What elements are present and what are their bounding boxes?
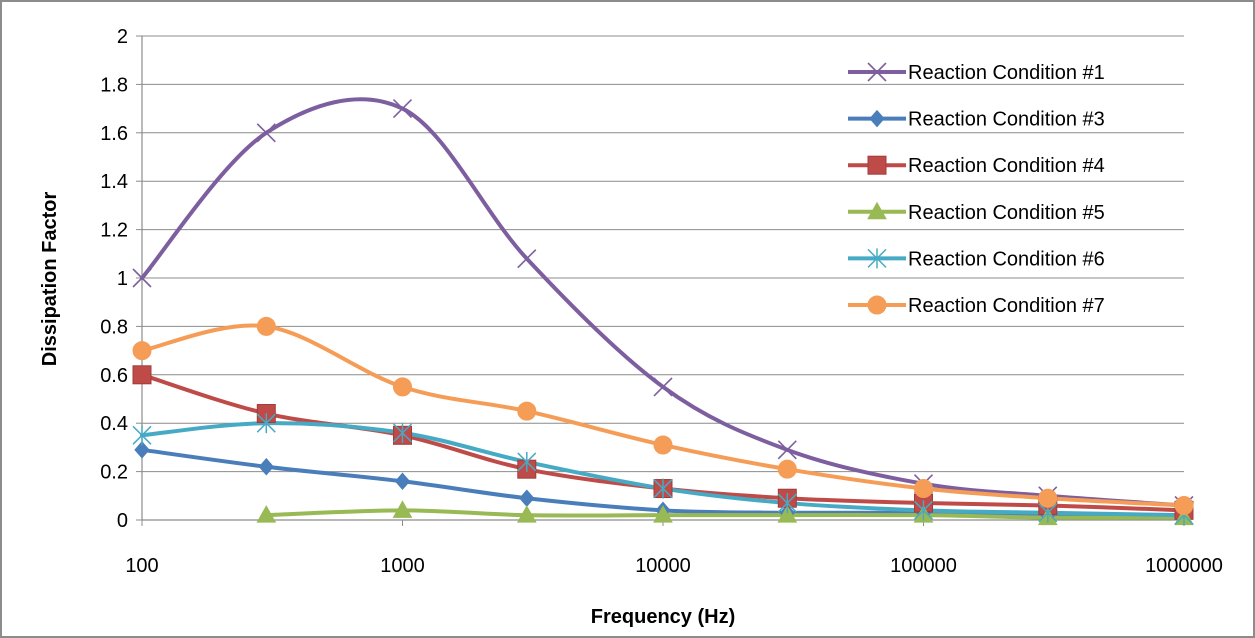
data-point — [653, 478, 673, 499]
data-point — [517, 451, 537, 472]
y-tick-label: 0.2 — [100, 462, 128, 484]
data-point — [517, 249, 537, 269]
legend-marker — [867, 295, 887, 315]
series-markers-5 — [132, 413, 1194, 526]
legend-item: Reaction Condition #3 — [848, 109, 1105, 131]
legend-marker — [867, 62, 887, 82]
data-point — [653, 377, 673, 397]
legend-marker — [869, 109, 885, 128]
data-point — [256, 413, 276, 434]
data-point — [256, 316, 276, 336]
data-point — [517, 401, 537, 421]
x-tick-label: 100000 — [890, 555, 957, 577]
legend: Reaction Condition #1 Reaction Condition … — [848, 62, 1105, 317]
data-point — [516, 505, 537, 523]
data-point — [777, 493, 797, 514]
legend-label: Reaction Condition #1 — [908, 62, 1105, 84]
legend-marker — [867, 201, 887, 220]
y-tick-label: 0.8 — [100, 316, 128, 338]
data-point — [653, 435, 673, 455]
data-point — [132, 425, 152, 446]
data-point — [394, 472, 411, 491]
legend-label: Reaction Condition #5 — [908, 202, 1105, 224]
x-tick-label: 1000 — [380, 555, 425, 577]
data-point — [134, 441, 150, 459]
legend-label: Reaction Condition #6 — [908, 248, 1105, 270]
y-tick-label: 2 — [117, 26, 128, 48]
data-point — [777, 459, 797, 479]
y-tick-label: 1.6 — [100, 123, 128, 145]
legend-label: Reaction Condition #7 — [908, 295, 1105, 317]
data-point — [132, 341, 152, 361]
legend-marker — [867, 155, 887, 175]
y-tick-label: 1 — [117, 268, 128, 290]
y-tick-label: 0.6 — [100, 365, 128, 387]
data-point — [392, 500, 413, 518]
series-line-1 — [140, 97, 1186, 508]
data-point — [914, 479, 933, 499]
data-point — [392, 422, 413, 443]
legend-label: Reaction Condition #4 — [908, 155, 1105, 177]
y-tick-label: 1.4 — [100, 171, 128, 193]
series-line-4 — [264, 508, 1186, 520]
data-point — [653, 505, 673, 523]
series-lines — [132, 97, 1194, 526]
y-tick-label: 1.2 — [100, 220, 128, 242]
axes: 0 0.2 0.4 0.6 0.8 1 1.2 1.4 1.6 1.8 2 100 1000 10000 1… — [100, 26, 1223, 577]
data-point — [519, 489, 535, 507]
legend-item: Reaction Condition #1 — [848, 62, 1105, 84]
x-axis-title: Frequency (Hz) — [591, 606, 735, 628]
data-point — [1038, 488, 1058, 508]
data-point — [258, 458, 274, 476]
data-point — [777, 505, 798, 523]
data-point — [913, 500, 934, 521]
x-tick-label: 1000000 — [1145, 555, 1223, 577]
y-tick-label: 0.4 — [100, 413, 128, 435]
legend-marker — [867, 248, 887, 269]
data-point — [256, 123, 276, 143]
data-point — [777, 440, 797, 460]
y-tick-label: 1.8 — [100, 74, 128, 96]
legend-label: Reaction Condition #3 — [908, 109, 1105, 131]
y-tick-label: 0 — [117, 510, 128, 532]
series-line-6 — [140, 323, 1186, 508]
data-point — [393, 377, 412, 397]
data-point — [392, 99, 413, 119]
legend-item: Reaction Condition #4 — [848, 155, 1105, 177]
data-point — [132, 365, 152, 385]
y-axis-title: Dissipation Factor — [39, 192, 61, 367]
data-point — [1174, 495, 1194, 515]
legend-item: Reaction Condition #5 — [848, 201, 1105, 224]
legend-item: Reaction Condition #7 — [848, 295, 1105, 317]
x-tick-label: 10000 — [635, 555, 691, 577]
series-markers-6 — [132, 316, 1194, 515]
legend-item: Reaction Condition #6 — [848, 248, 1105, 270]
x-tick-label: 100 — [125, 555, 158, 577]
data-point — [256, 505, 277, 523]
data-point — [132, 268, 152, 288]
